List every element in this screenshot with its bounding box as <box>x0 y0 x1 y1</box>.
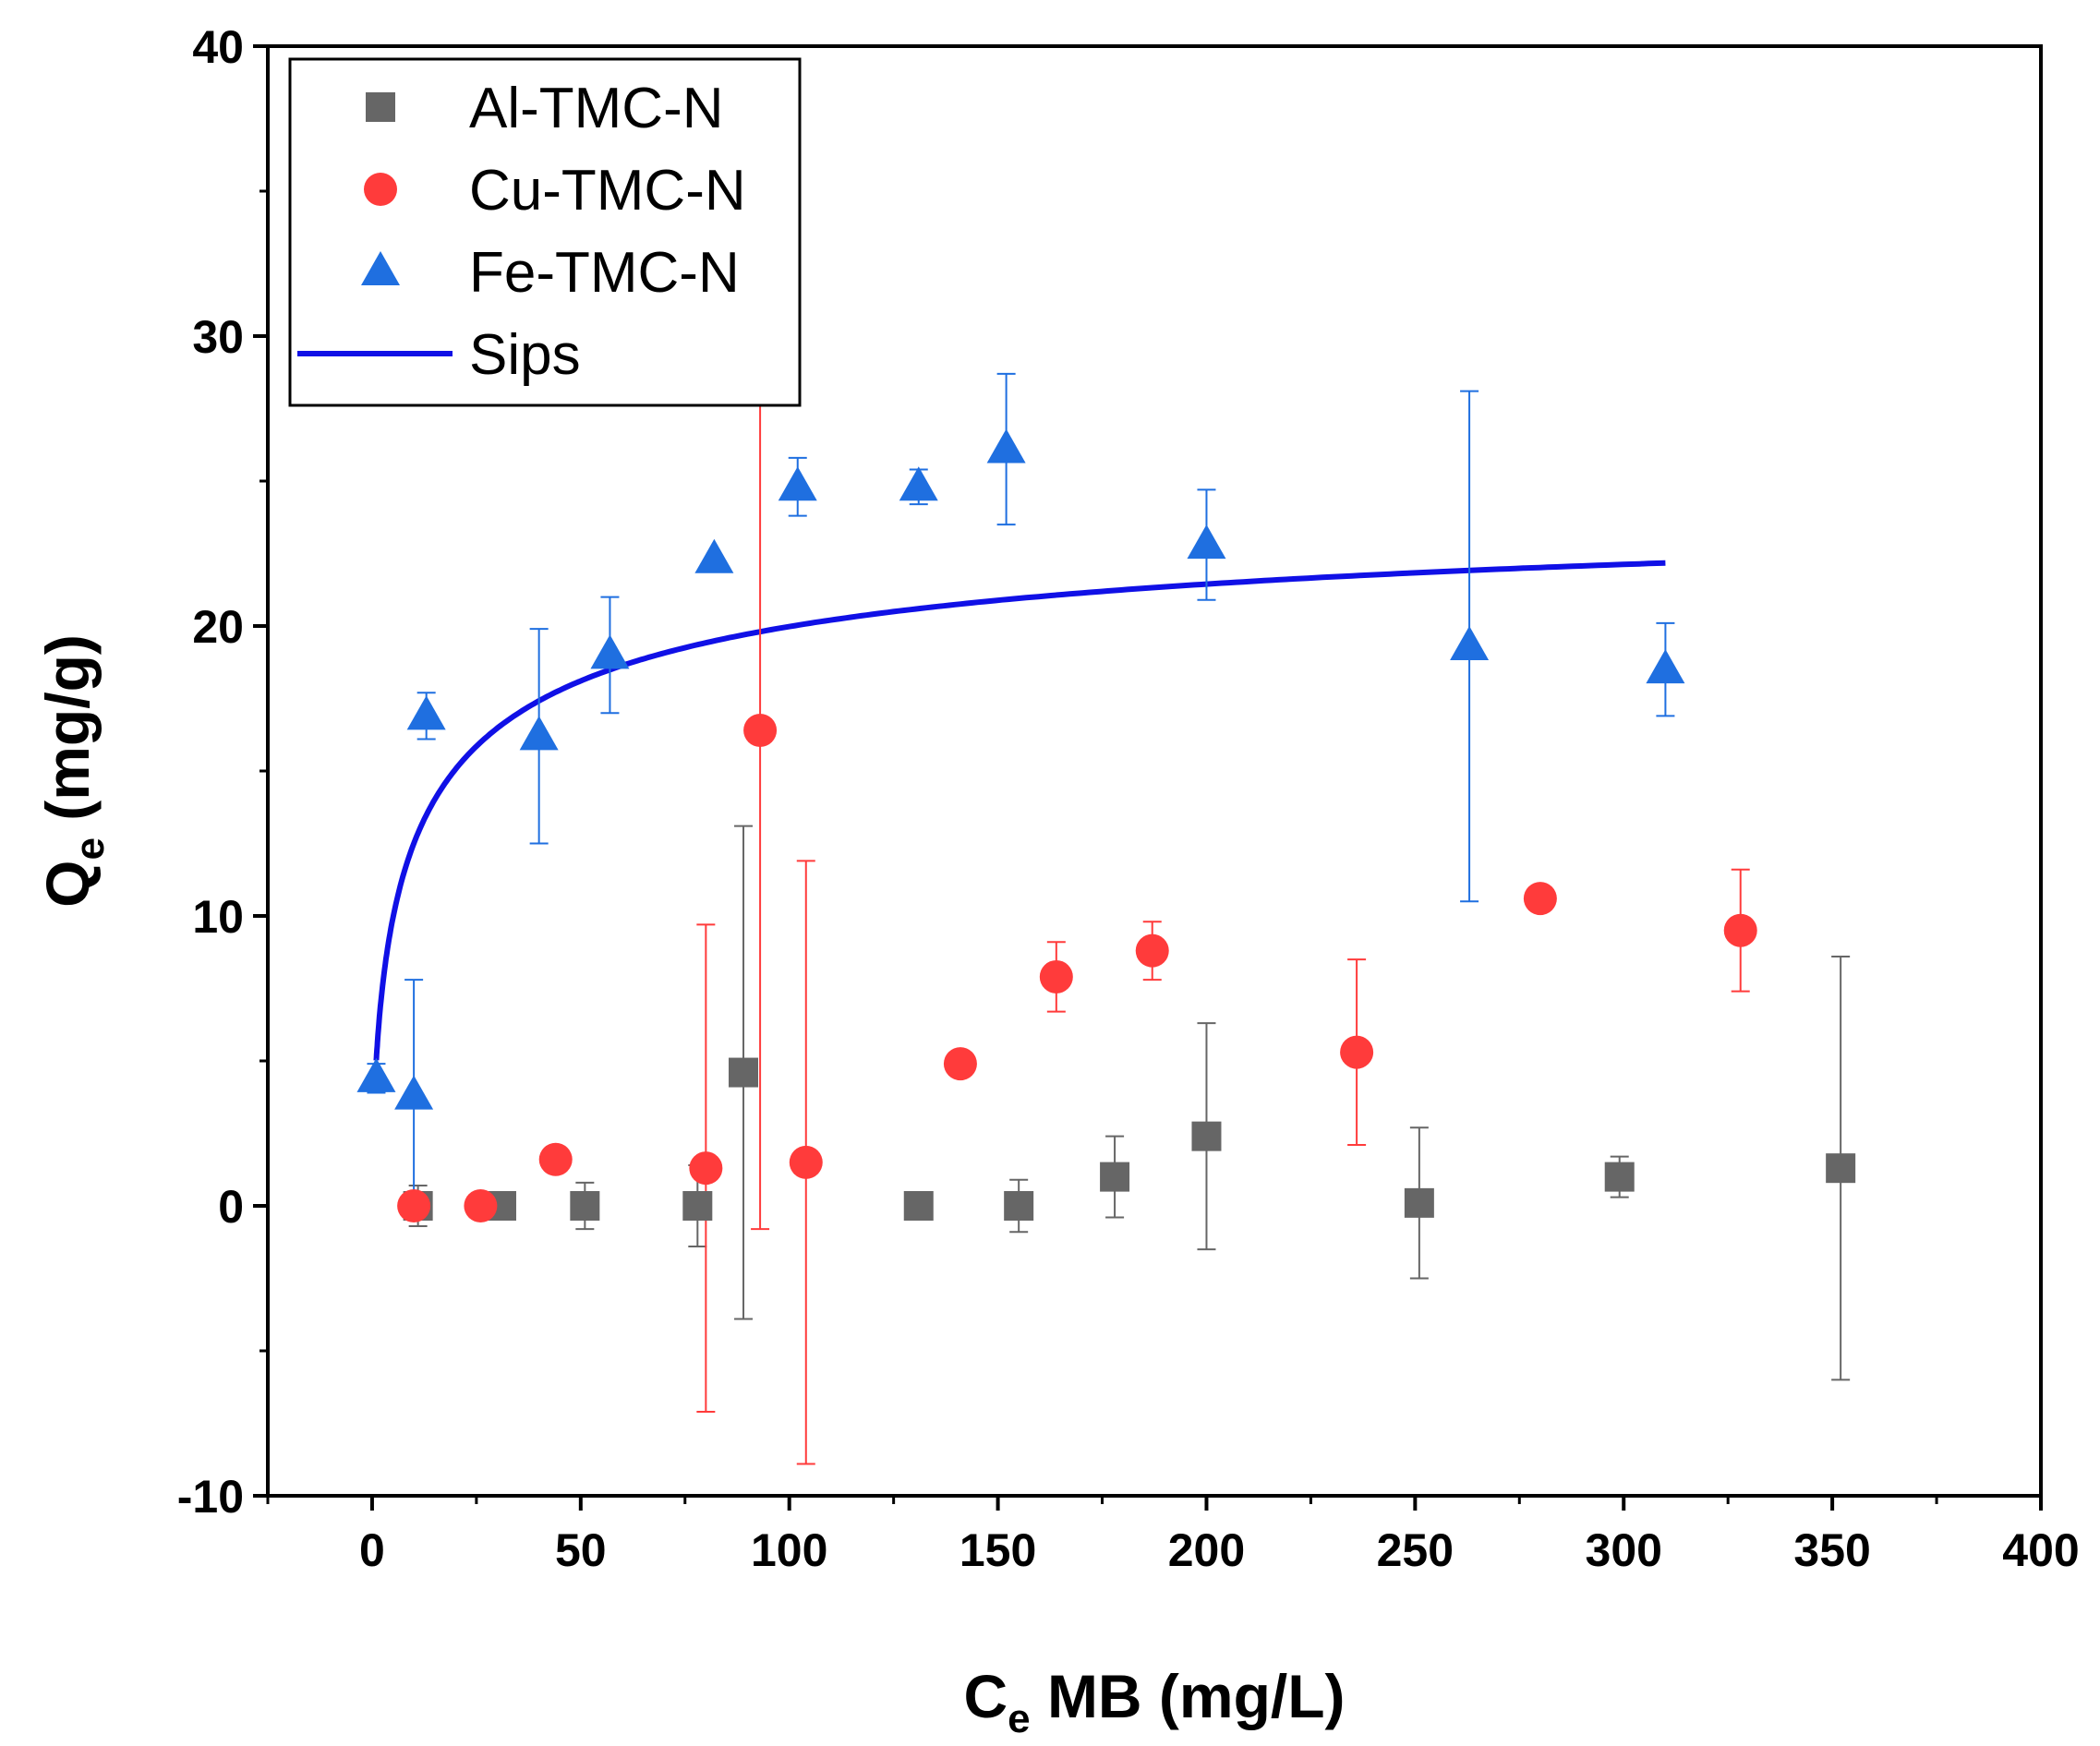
cu-tmc-n-point <box>689 1151 723 1186</box>
x-tick-label: 350 <box>1793 1524 1870 1576</box>
x-tick-label: 250 <box>1377 1524 1454 1576</box>
x-tick-label: 50 <box>555 1524 607 1576</box>
legend-label-cu-tmc-n: Cu-TMC-N <box>469 159 746 223</box>
y-tick-label: 0 <box>218 1181 244 1233</box>
al-tmc-n-point <box>1826 1153 1856 1184</box>
cu-tmc-n-point <box>464 1189 498 1222</box>
cu-tmc-n-point <box>789 1145 823 1179</box>
fe-tmc-n-point <box>1646 649 1685 684</box>
legend-swatch-cu-tmc-n <box>364 173 397 206</box>
y-tick-label: 20 <box>192 601 244 653</box>
cu-tmc-n-point <box>1523 882 1557 916</box>
al-tmc-n-point <box>1604 1162 1635 1192</box>
y-tick-label: 10 <box>192 891 244 943</box>
fe-tmc-n-point <box>694 538 734 573</box>
x-tick-label: 200 <box>1168 1524 1245 1576</box>
y-axis-ticks: -10 0 10 20 30 40 <box>177 21 268 1523</box>
cu-tmc-n-point <box>1135 933 1169 968</box>
y-tick-label: 40 <box>192 21 244 73</box>
sips-fit <box>373 560 1666 1061</box>
cu-tmc-n-point <box>538 1142 573 1176</box>
al-tmc-n-point <box>1191 1121 1222 1151</box>
cu-tmc-n-point <box>743 714 778 748</box>
fe-tmc-n-point <box>986 428 1026 464</box>
al-tmc-n-point <box>1100 1162 1130 1192</box>
fe-tmc-n-point <box>778 466 817 501</box>
legend-label-sips: Sips <box>469 323 581 387</box>
legend-label-fe-tmc-n: Fe-TMC-N <box>469 241 740 305</box>
y-tick-label: 30 <box>192 311 244 363</box>
cu-tmc-n-point <box>397 1189 431 1222</box>
al-tmc-n-point <box>570 1191 600 1221</box>
x-axis-ticks: 0 50 100 150 200 250 300 350 400 <box>266 1496 2080 1576</box>
x-axis-title: Ce MB (mg/L) <box>963 1662 1345 1741</box>
y-axis-title: Qe (mg/g) <box>33 634 113 908</box>
legend: Al-TMC-N Cu-TMC-N Fe-TMC-N Sips <box>288 57 802 407</box>
x-tick-label: 300 <box>1586 1524 1662 1576</box>
fe-tmc-n-point <box>1187 524 1226 560</box>
y-tick-label: -10 <box>177 1471 244 1523</box>
data-markers <box>356 428 1856 1222</box>
al-tmc-n-point <box>682 1191 713 1221</box>
x-tick-label: 100 <box>751 1524 827 1576</box>
fe-tmc-n-point <box>899 466 938 501</box>
x-tick-label: 0 <box>359 1524 385 1576</box>
x-tick-label: 150 <box>959 1524 1036 1576</box>
fe-tmc-n-point <box>406 695 446 730</box>
cu-tmc-n-point <box>1340 1035 1374 1069</box>
sips-fit-line <box>373 560 1666 1061</box>
cu-tmc-n-point <box>943 1047 977 1081</box>
legend-swatch-al-tmc-n <box>366 92 395 122</box>
fe-tmc-n-point <box>519 716 559 751</box>
fe-tmc-n-point <box>356 1057 396 1092</box>
fe-tmc-n-point <box>590 634 630 669</box>
al-tmc-n-point <box>903 1191 934 1221</box>
fe-tmc-n-point <box>1450 625 1490 660</box>
al-tmc-n-point <box>729 1057 759 1088</box>
legend-swatch-fe-tmc-n <box>361 251 400 285</box>
cu-tmc-n-point <box>1039 959 1073 993</box>
x-tick-label: 400 <box>2002 1524 2079 1576</box>
legend-label-al-tmc-n: Al-TMC-N <box>469 77 724 140</box>
fe-tmc-n-point <box>394 1075 434 1110</box>
al-tmc-n-point <box>1004 1191 1034 1221</box>
al-tmc-n-point <box>1404 1187 1434 1218</box>
cu-tmc-n-point <box>1723 913 1757 947</box>
